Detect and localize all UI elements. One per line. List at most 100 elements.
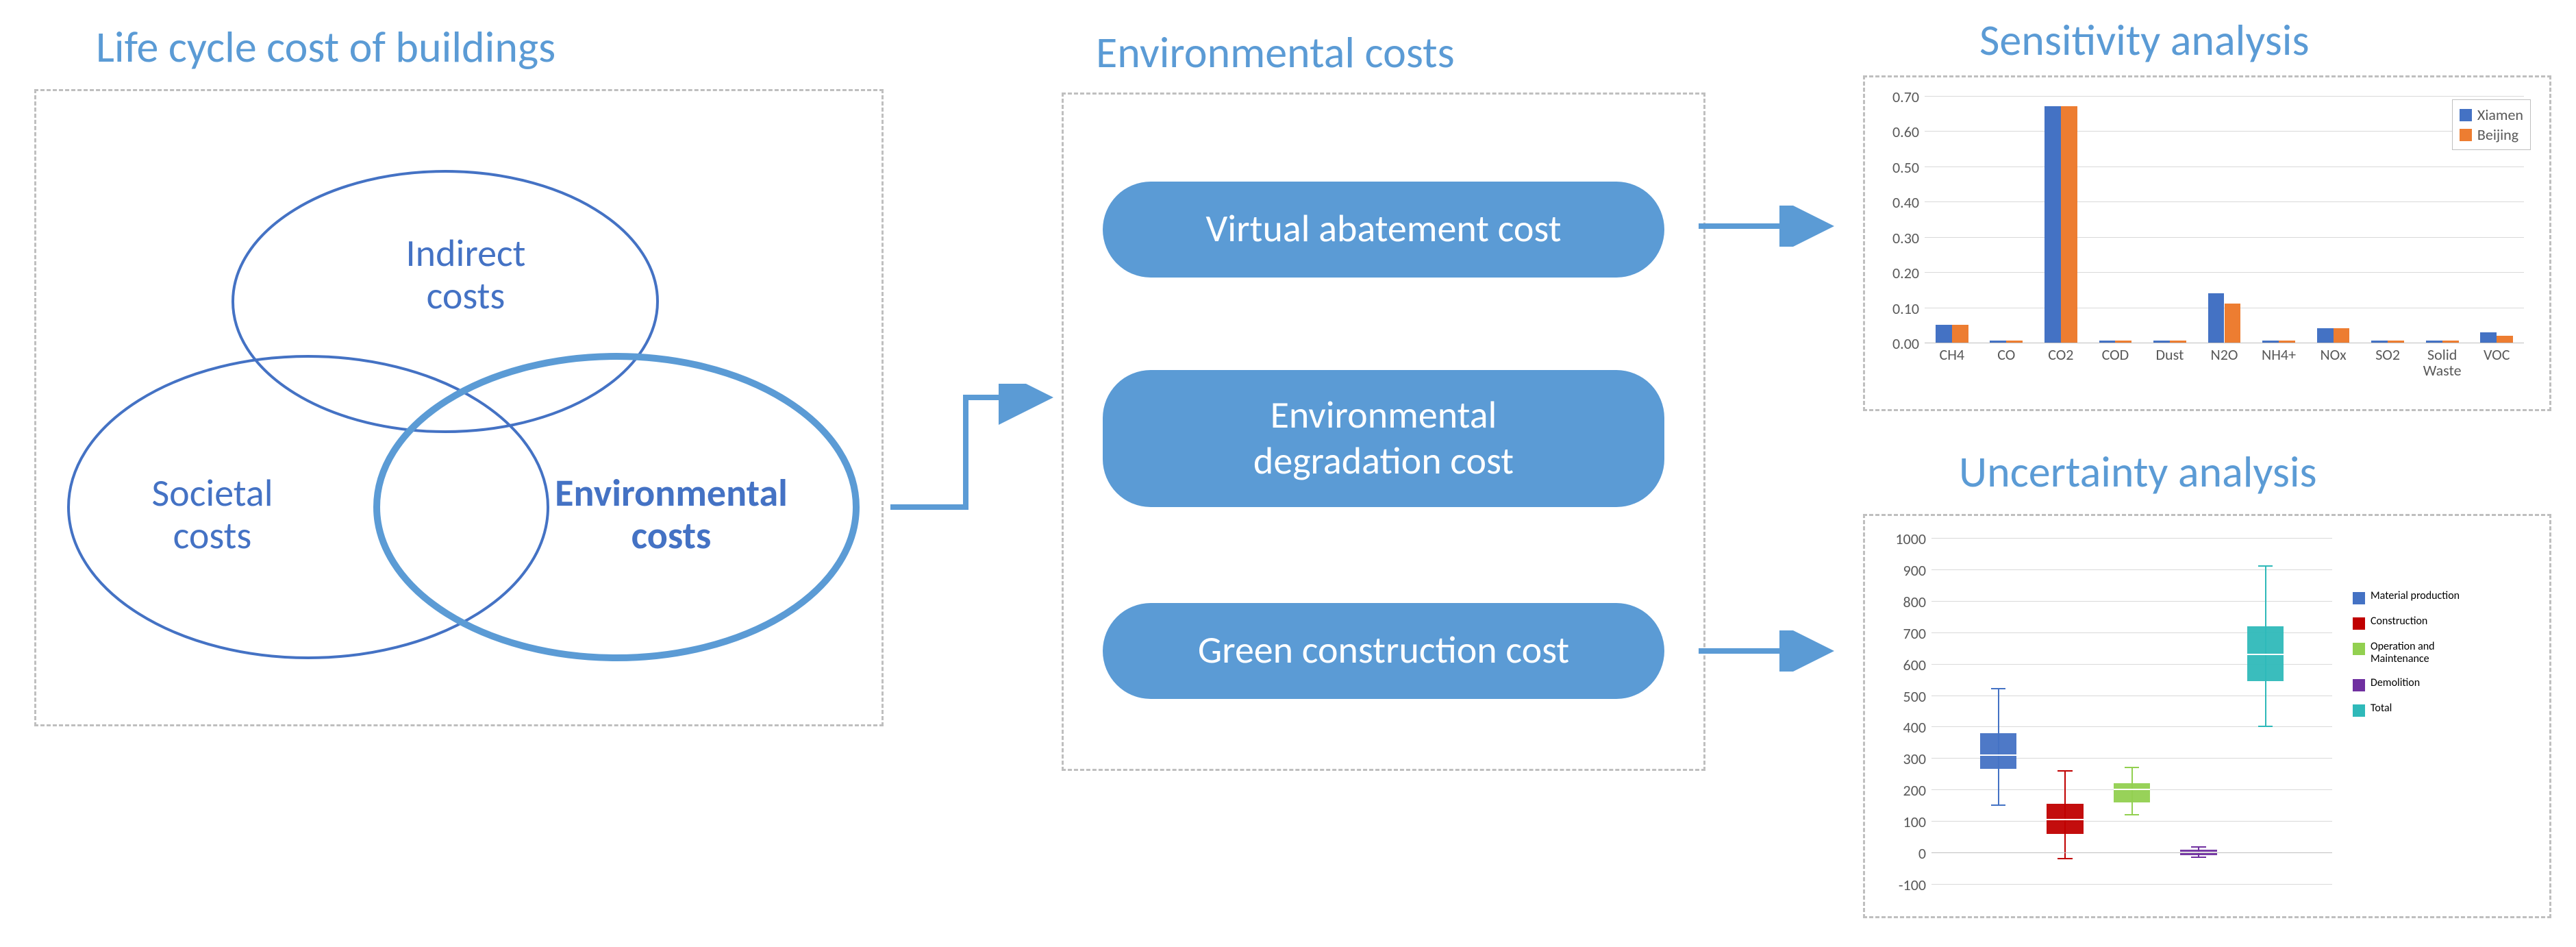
- uncertainty-legend-item: Total: [2353, 702, 2531, 717]
- boxplot-whisker-cap: [2258, 565, 2273, 567]
- sensitivity-gridline: [1925, 272, 2524, 273]
- venn-label-environmental: Environmental costs: [521, 473, 822, 557]
- uncertainty-gridline: [1931, 821, 2332, 822]
- title-sensitivity: Sensitivity analysis: [1979, 14, 2309, 67]
- sensitivity-bar: [2334, 328, 2350, 343]
- sensitivity-ytick-label: 0.20: [1877, 264, 1919, 282]
- boxplot-whisker-cap: [2058, 770, 2072, 772]
- diagram-canvas: Life cycle cost of buildings Indirect co…: [14, 14, 2562, 933]
- boxplot-whisker-cap: [1991, 688, 2005, 689]
- legend-swatch-icon: [2353, 679, 2365, 691]
- uncertainty-gridline: [1931, 884, 2332, 885]
- uncertainty-ytick-label: 600: [1877, 656, 1926, 674]
- uncertainty-plot-area: [1931, 538, 2332, 884]
- boxplot-whisker-cap: [1991, 804, 2005, 806]
- boxplot-whisker-cap: [2125, 767, 2139, 768]
- sensitivity-gridline: [1925, 237, 2524, 238]
- pill-vac: Virtual abatement cost: [1103, 182, 1664, 278]
- legend-label: Total: [2371, 702, 2392, 715]
- boxplot-median: [2247, 654, 2284, 655]
- title-uncertainty: Uncertainty analysis: [1959, 445, 2317, 499]
- legend-label: Material production: [2371, 590, 2460, 602]
- uncertainty-ytick-label: 500: [1877, 687, 1926, 706]
- legend-swatch-icon: [2460, 129, 2472, 141]
- uncertainty-ytick-label: 300: [1877, 750, 1926, 768]
- uncertainty-gridline: [1931, 601, 2332, 602]
- boxplot-median: [1980, 754, 2017, 756]
- sensitivity-bar: [1952, 325, 1968, 343]
- sensitivity-bar: [2061, 106, 2077, 343]
- boxplot-box: [2114, 783, 2151, 802]
- boxplot-median: [2114, 789, 2151, 790]
- sensitivity-bar: [2480, 332, 2497, 343]
- arrow-lifecycle-to-env: [884, 384, 1062, 541]
- legend-swatch-icon: [2353, 643, 2365, 655]
- legend-label: Construction: [2371, 615, 2427, 628]
- pill-gcc: Green construction cost: [1103, 603, 1664, 699]
- sensitivity-category-label: CO: [1979, 347, 2034, 362]
- uncertainty-gridline: [1931, 538, 2332, 539]
- uncertainty-ytick-label: 0: [1877, 844, 1926, 863]
- sensitivity-bar: [2497, 336, 2513, 343]
- sensitivity-bar: [2044, 106, 2061, 343]
- sensitivity-category-label: CH4: [1925, 347, 1979, 362]
- uncertainty-ytick-label: 100: [1877, 813, 1926, 831]
- uncertainty-ytick-label: -100: [1877, 876, 1926, 894]
- boxplot-whisker-cap: [2125, 814, 2139, 815]
- boxplot-whisker-cap: [2258, 726, 2273, 727]
- sensitivity-bar: [2317, 328, 2334, 343]
- legend-swatch-icon: [2353, 592, 2365, 604]
- sensitivity-legend: XiamenBeijing: [2452, 99, 2531, 150]
- uncertainty-ytick-label: 400: [1877, 718, 1926, 737]
- sensitivity-legend-item: Xiamen: [2460, 106, 2523, 124]
- legend-label: Xiamen: [2477, 106, 2523, 124]
- legend-swatch-icon: [2460, 109, 2472, 121]
- uncertainty-gridline: [1931, 569, 2332, 570]
- boxplot-whisker-cap: [2058, 858, 2072, 859]
- sensitivity-legend-item: Beijing: [2460, 125, 2523, 144]
- legend-label: Beijing: [2477, 125, 2518, 144]
- sensitivity-category-label: NOx: [2306, 347, 2361, 362]
- sensitivity-ytick-label: 0.40: [1877, 193, 1919, 212]
- boxplot-whisker-cap: [2191, 857, 2205, 858]
- sensitivity-bar: [2225, 304, 2241, 343]
- uncertainty-ytick-label: 800: [1877, 593, 1926, 611]
- uncertainty-ytick-label: 900: [1877, 561, 1926, 580]
- sensitivity-ytick-label: 0.00: [1877, 334, 1919, 353]
- uncertainty-ytick-label: 200: [1877, 781, 1926, 800]
- uncertainty-legend-item: Demolition: [2353, 677, 2531, 691]
- venn-diagram: [55, 123, 863, 706]
- sensitivity-chart: 0.000.100.200.300.400.500.600.70CH4COCO2…: [1877, 89, 2538, 397]
- sensitivity-category-label: VOC: [2469, 347, 2524, 362]
- sensitivity-ytick-label: 0.50: [1877, 158, 1919, 177]
- uncertainty-ytick-label: 1000: [1877, 530, 1926, 548]
- legend-swatch-icon: [2353, 617, 2365, 630]
- title-lifecycle: Life cycle cost of buildings: [96, 21, 555, 74]
- sensitivity-ytick-label: 0.10: [1877, 299, 1919, 318]
- uncertainty-legend-item: Material production: [2353, 590, 2531, 604]
- uncertainty-legend-item: Construction: [2353, 615, 2531, 630]
- sensitivity-category-label: CO2: [2034, 347, 2088, 362]
- boxplot-box: [1980, 733, 2017, 770]
- venn-label-societal: Societal costs: [130, 473, 295, 557]
- legend-swatch-icon: [2353, 704, 2365, 717]
- uncertainty-legend: Material production Construction Operation…: [2353, 579, 2531, 728]
- sensitivity-gridline: [1925, 96, 2524, 97]
- boxplot-median: [2047, 819, 2084, 820]
- sensitivity-category-label: Dust: [2142, 347, 2197, 362]
- uncertainty-zero-line: [1931, 852, 2332, 853]
- sensitivity-ytick-label: 0.60: [1877, 123, 1919, 141]
- sensitivity-gridline: [1925, 201, 2524, 202]
- sensitivity-gridline: [1925, 131, 2524, 132]
- sensitivity-category-label: SO2: [2360, 347, 2415, 362]
- uncertainty-legend-item: Operation and Maintenance: [2353, 641, 2531, 666]
- uncertainty-chart: -100 0 100 200 300 400 500 600 700 800 900 1000 Mate…: [1877, 528, 2538, 905]
- legend-label: Operation and Maintenance: [2371, 641, 2435, 666]
- boxplot-whisker-cap: [2191, 846, 2205, 848]
- sensitivity-ytick-label: 0.70: [1877, 88, 1919, 106]
- sensitivity-category-label: COD: [2088, 347, 2143, 362]
- legend-label: Demolition: [2371, 677, 2420, 689]
- arrow-vac-to-sensitivity: [1692, 206, 1842, 247]
- sensitivity-bar: [2208, 293, 2225, 343]
- uncertainty-ytick-label: 700: [1877, 624, 1926, 643]
